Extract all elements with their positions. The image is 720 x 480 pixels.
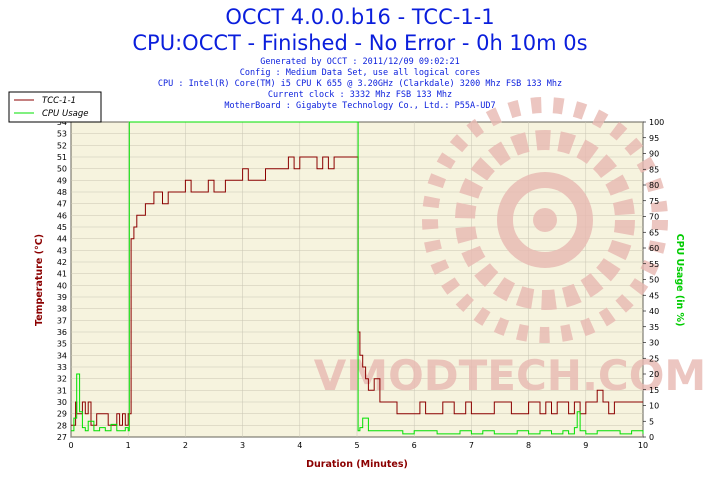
y2-tick-label: 25 [649,354,659,363]
y-tick-label: 38 [57,305,67,314]
y-tick-label: 48 [57,188,67,197]
x-tick-label: 0 [68,441,73,450]
y2-tick-label: 100 [649,118,664,127]
y2-tick-label: 70 [649,213,659,222]
y-tick-label: 46 [57,211,67,220]
y-tick-label: 45 [57,223,67,232]
y-tick-label: 29 [57,410,67,419]
y2-tick-label: 85 [649,165,659,174]
y-tick-label: 44 [57,235,67,244]
x-tick-label: 5 [354,441,359,450]
y2-tick-label: 65 [649,228,659,237]
x-tick-label: 8 [526,441,531,450]
y-tick-label: 52 [57,141,67,150]
legend-label-tcc: TCC-1-1 [42,96,76,106]
y2-axis-label: CPU Usage (in %) [674,234,685,327]
x-tick-label: 7 [469,441,474,450]
y2-tick-label: 0 [649,433,654,442]
y-tick-label: 42 [57,258,67,267]
legend-label-cpu: CPU Usage [42,109,88,119]
series-line-cpu-usage [71,121,644,435]
y2-tick-label: 50 [649,276,659,285]
info-cpu: CPU : Intel(R) Core(TM) i5 CPU K 655 @ 3… [158,79,562,89]
y-tick-label: 33 [57,363,67,372]
info-config: Config : Medium Data Set, use all logica… [240,68,481,78]
y-tick-label: 35 [57,340,67,349]
y-tick-label: 36 [57,328,67,337]
y-tick-label: 30 [57,398,67,407]
watermark-text: VMODTECH.COM [314,351,706,400]
y2-tick-label: 55 [649,260,659,269]
y2-tick-label: 15 [649,386,659,395]
y2-tick-label: 20 [649,370,659,379]
y2-tick-label: 10 [649,402,659,411]
y2-tick-label: 60 [649,244,659,253]
y2-tick-label: 40 [649,307,659,316]
y-tick-label: 34 [57,351,67,360]
x-tick-label: 1 [126,441,131,450]
x-axis-label: Duration (Minutes) [306,459,408,470]
y-tick-label: 43 [57,246,67,255]
y-tick-label: 37 [57,316,67,325]
y2-tick-label: 5 [649,417,654,426]
y-tick-label: 28 [57,421,67,430]
series-line-tcc [71,156,643,426]
x-tick-label: 10 [638,441,648,450]
y-tick-label: 39 [57,293,67,302]
y2-tick-label: 30 [649,339,659,348]
y2-tick-label: 45 [649,291,659,300]
y-tick-label: 27 [57,433,67,442]
y-axis-label: Temperature (°C) [34,234,45,326]
info-motherboard: MotherBoard : Gigabyte Technology Co., L… [224,101,495,111]
y-tick-label: 47 [57,200,67,209]
y-tick-label: 53 [57,130,67,139]
x-tick-label: 9 [583,441,588,450]
y2-tick-label: 35 [649,323,659,332]
info-clock: Current clock : 3332 Mhz FSB 133 Mhz [268,90,452,100]
x-tick-label: 6 [412,441,417,450]
chart-title: OCCT 4.0.0.b16 - TCC-1-1 [225,5,494,29]
legend-box [8,91,102,123]
y2-tick-label: 90 [649,150,659,159]
y-tick-label: 49 [57,176,67,185]
legend: TCC-1-1 CPU Usage [8,91,102,123]
watermark-logo [422,97,668,343]
x-tick-label: 3 [240,441,245,450]
series-lines [71,121,644,435]
y-tick-label: 51 [57,153,67,162]
y2-tick-label: 80 [649,181,659,190]
x-tick-label: 2 [183,441,188,450]
y2-tick-label: 95 [649,134,659,143]
chart-subtitle: CPU:OCCT - Finished - No Error - 0h 10m … [132,31,587,55]
y-tick-label: 32 [57,375,67,384]
y2-tick-label: 75 [649,197,659,206]
y-tick-label: 50 [57,165,67,174]
y-tick-label: 41 [57,270,67,279]
watermark: VMODTECH.COM [314,97,706,400]
y-tick-label: 40 [57,281,67,290]
x-tick-label: 4 [297,441,302,450]
info-generated: Generated by OCCT : 2011/12/09 09:02:21 [260,57,460,67]
y-tick-label: 31 [57,386,67,395]
